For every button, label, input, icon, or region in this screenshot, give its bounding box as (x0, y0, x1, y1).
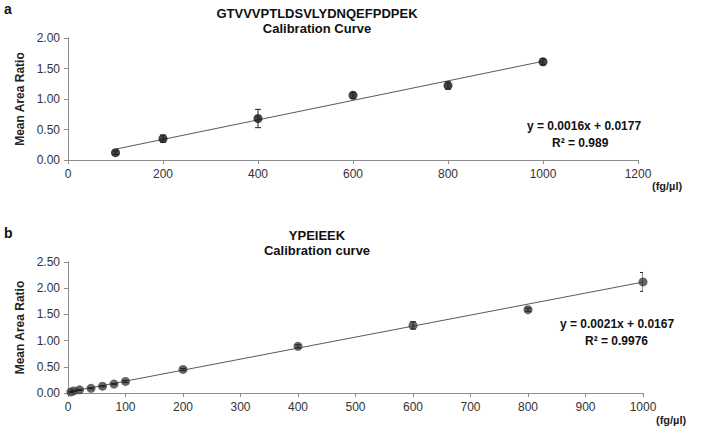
svg-text:100: 100 (115, 400, 135, 414)
svg-text:YPEIEEK: YPEIEEK (289, 228, 346, 243)
svg-text:400: 400 (248, 167, 268, 181)
svg-text:800: 800 (518, 400, 538, 414)
svg-text:R² = 0.989: R² = 0.989 (552, 136, 609, 150)
svg-text:2.00: 2.00 (37, 31, 61, 45)
svg-text:0: 0 (65, 167, 72, 181)
svg-text:0.50: 0.50 (37, 360, 61, 374)
svg-text:200: 200 (153, 167, 173, 181)
svg-text:Mean Area Ratio: Mean Area Ratio (13, 281, 27, 375)
svg-text:1.50: 1.50 (37, 62, 61, 76)
svg-text:500: 500 (345, 400, 365, 414)
svg-text:0.00: 0.00 (37, 386, 61, 400)
svg-text:200: 200 (173, 400, 193, 414)
svg-text:300: 300 (230, 400, 250, 414)
svg-text:0.50: 0.50 (37, 123, 61, 137)
svg-text:1.50: 1.50 (37, 307, 61, 321)
svg-text:900: 900 (575, 400, 595, 414)
svg-text:0.00: 0.00 (37, 153, 61, 167)
svg-text:600: 600 (343, 167, 363, 181)
svg-text:400: 400 (288, 400, 308, 414)
svg-text:(fg/µl): (fg/µl) (656, 414, 686, 426)
svg-text:1.00: 1.00 (37, 334, 61, 348)
svg-text:1000: 1000 (630, 400, 657, 414)
svg-text:800: 800 (438, 167, 458, 181)
svg-text:1200: 1200 (625, 167, 652, 181)
svg-text:700: 700 (460, 400, 480, 414)
svg-text:y = 0.0021x + 0.0167: y = 0.0021x + 0.0167 (560, 317, 674, 331)
svg-text:R² = 0.9976: R² = 0.9976 (585, 334, 648, 348)
svg-text:1000: 1000 (530, 167, 557, 181)
svg-text:Mean Area Ratio: Mean Area Ratio (13, 52, 27, 146)
svg-text:a: a (4, 1, 12, 17)
svg-text:Calibration curve: Calibration curve (264, 243, 370, 258)
svg-text:b: b (4, 225, 13, 241)
svg-text:(fg/µl): (fg/µl) (652, 180, 682, 192)
svg-text:2.50: 2.50 (37, 255, 61, 269)
svg-text:Calibration Curve: Calibration Curve (263, 21, 371, 36)
svg-text:1.00: 1.00 (37, 92, 61, 106)
svg-text:600: 600 (403, 400, 423, 414)
svg-text:0: 0 (65, 400, 72, 414)
svg-text:2.00: 2.00 (37, 281, 61, 295)
svg-text:GTVVVPTLDSVLYDNQEFPDPEK: GTVVVPTLDSVLYDNQEFPDPEK (216, 6, 418, 21)
svg-text:y = 0.0016x + 0.0177: y = 0.0016x + 0.0177 (527, 119, 641, 133)
